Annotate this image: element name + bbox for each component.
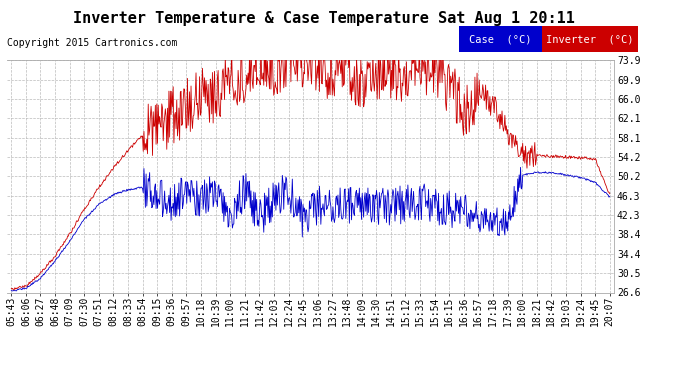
Text: Inverter Temperature & Case Temperature Sat Aug 1 20:11: Inverter Temperature & Case Temperature … [73, 11, 575, 26]
Text: Case  (°C): Case (°C) [469, 34, 531, 44]
Text: Copyright 2015 Cartronics.com: Copyright 2015 Cartronics.com [7, 38, 177, 48]
Text: Inverter  (°C): Inverter (°C) [546, 34, 633, 44]
